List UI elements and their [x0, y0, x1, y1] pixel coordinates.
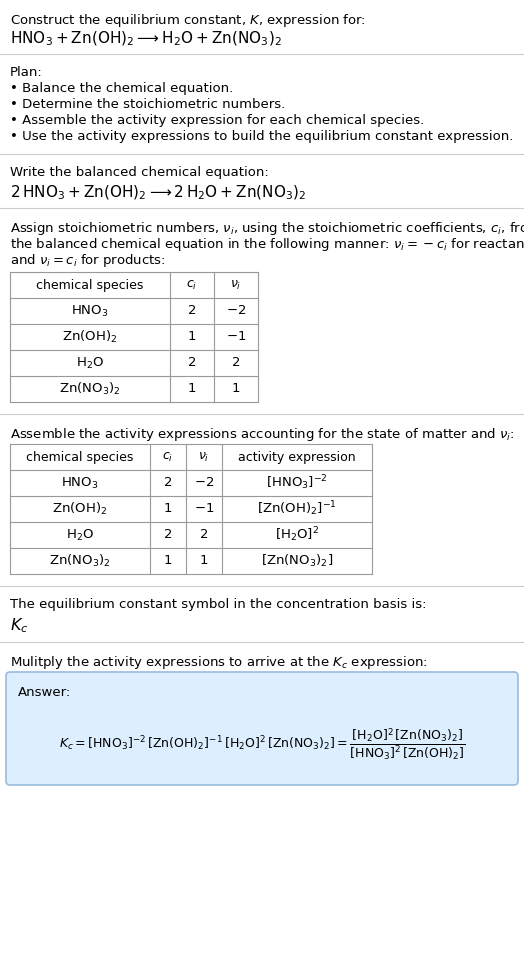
- Text: $c_i$: $c_i$: [162, 451, 173, 463]
- Text: $c_i$: $c_i$: [187, 279, 198, 291]
- Text: 1: 1: [188, 331, 196, 343]
- Text: $\mathrm{HNO_3}$: $\mathrm{HNO_3}$: [71, 304, 109, 318]
- Text: chemical species: chemical species: [36, 279, 144, 291]
- Text: $\mathrm{HNO_3}$: $\mathrm{HNO_3}$: [61, 476, 99, 490]
- Text: $\mathrm{2\,HNO_3 + Zn(OH)_2 \longrightarrow 2\,H_2O + Zn(NO_3)_2}$: $\mathrm{2\,HNO_3 + Zn(OH)_2 \longrighta…: [10, 184, 307, 203]
- Text: • Assemble the activity expression for each chemical species.: • Assemble the activity expression for e…: [10, 114, 424, 127]
- FancyBboxPatch shape: [6, 672, 518, 785]
- Text: 1: 1: [163, 503, 172, 515]
- Text: $[\mathrm{Zn(OH)_2}]^{-1}$: $[\mathrm{Zn(OH)_2}]^{-1}$: [257, 500, 337, 518]
- Text: 2: 2: [163, 529, 172, 541]
- Text: • Determine the stoichiometric numbers.: • Determine the stoichiometric numbers.: [10, 98, 285, 111]
- Text: 2: 2: [188, 357, 196, 369]
- Text: $\mathrm{Zn(OH)_2}$: $\mathrm{Zn(OH)_2}$: [62, 329, 117, 345]
- Text: $[\mathrm{Zn(NO_3)_2}]$: $[\mathrm{Zn(NO_3)_2}]$: [261, 553, 333, 569]
- Text: $\mathrm{H_2O}$: $\mathrm{H_2O}$: [66, 528, 94, 543]
- Text: $\mathrm{HNO_3 + Zn(OH)_2 \longrightarrow H_2O + Zn(NO_3)_2}$: $\mathrm{HNO_3 + Zn(OH)_2 \longrightarro…: [10, 30, 282, 48]
- Text: 2: 2: [200, 529, 208, 541]
- Text: $[\mathrm{H_2O}]^2$: $[\mathrm{H_2O}]^2$: [275, 526, 319, 544]
- Text: $\mathrm{Zn(NO_3)_2}$: $\mathrm{Zn(NO_3)_2}$: [49, 553, 111, 569]
- Text: the balanced chemical equation in the following manner: $\nu_i = -c_i$ for react: the balanced chemical equation in the fo…: [10, 236, 524, 253]
- Text: • Use the activity expressions to build the equilibrium constant expression.: • Use the activity expressions to build …: [10, 130, 514, 143]
- Text: Assign stoichiometric numbers, $\nu_i$, using the stoichiometric coefficients, $: Assign stoichiometric numbers, $\nu_i$, …: [10, 220, 524, 237]
- Text: $\nu_i$: $\nu_i$: [198, 451, 210, 463]
- Text: Write the balanced chemical equation:: Write the balanced chemical equation:: [10, 166, 269, 179]
- Text: $K_c = [\mathrm{HNO_3}]^{-2}\,[\mathrm{Zn(OH)_2}]^{-1}\,[\mathrm{H_2O}]^2\,[\mat: $K_c = [\mathrm{HNO_3}]^{-2}\,[\mathrm{Z…: [59, 727, 465, 762]
- Text: $-2$: $-2$: [194, 477, 214, 489]
- Text: The equilibrium constant symbol in the concentration basis is:: The equilibrium constant symbol in the c…: [10, 598, 427, 611]
- Text: chemical species: chemical species: [26, 451, 134, 463]
- Text: $\mathrm{Zn(OH)_2}$: $\mathrm{Zn(OH)_2}$: [52, 501, 107, 517]
- Text: 2: 2: [163, 477, 172, 489]
- Text: $-1$: $-1$: [226, 331, 246, 343]
- Text: • Balance the chemical equation.: • Balance the chemical equation.: [10, 82, 233, 95]
- Text: $-1$: $-1$: [194, 503, 214, 515]
- Text: $\mathrm{H_2O}$: $\mathrm{H_2O}$: [76, 356, 104, 371]
- Text: $\mathrm{Zn(NO_3)_2}$: $\mathrm{Zn(NO_3)_2}$: [59, 381, 121, 397]
- Text: Assemble the activity expressions accounting for the state of matter and $\nu_i$: Assemble the activity expressions accoun…: [10, 426, 515, 443]
- Text: and $\nu_i = c_i$ for products:: and $\nu_i = c_i$ for products:: [10, 252, 166, 269]
- Text: $\nu_i$: $\nu_i$: [231, 279, 242, 291]
- Text: Plan:: Plan:: [10, 66, 43, 79]
- Text: $[\mathrm{HNO_3}]^{-2}$: $[\mathrm{HNO_3}]^{-2}$: [266, 474, 328, 492]
- Text: $-2$: $-2$: [226, 305, 246, 317]
- Text: 2: 2: [232, 357, 240, 369]
- Text: Construct the equilibrium constant, $K$, expression for:: Construct the equilibrium constant, $K$,…: [10, 12, 366, 29]
- Text: Mulitply the activity expressions to arrive at the $K_c$ expression:: Mulitply the activity expressions to arr…: [10, 654, 428, 671]
- Text: 1: 1: [200, 554, 208, 568]
- Text: 2: 2: [188, 305, 196, 317]
- Text: Answer:: Answer:: [18, 686, 71, 699]
- Text: 1: 1: [232, 382, 240, 396]
- Text: 1: 1: [163, 554, 172, 568]
- Text: activity expression: activity expression: [238, 451, 356, 463]
- Text: $K_c$: $K_c$: [10, 616, 28, 634]
- Text: 1: 1: [188, 382, 196, 396]
